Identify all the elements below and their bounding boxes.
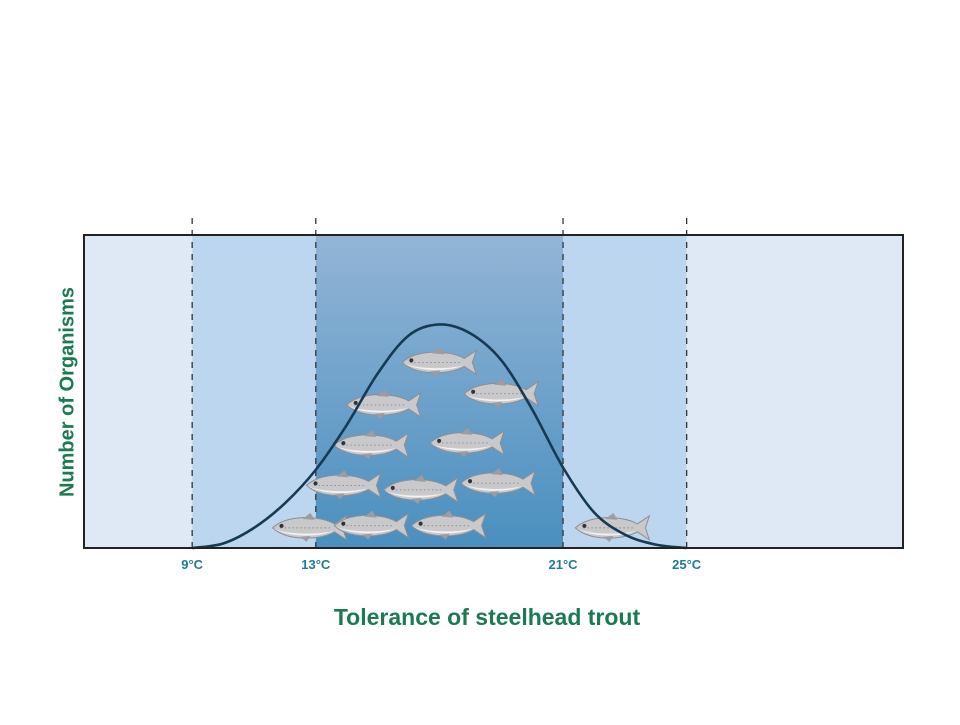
x-tick-label: 21°C bbox=[548, 557, 578, 572]
zone-stress bbox=[563, 235, 687, 548]
x-tick-label: 9°C bbox=[181, 557, 204, 572]
fish-icon bbox=[401, 347, 478, 377]
fish-icon bbox=[333, 430, 410, 460]
distribution-curve bbox=[191, 323, 687, 550]
fish-icon bbox=[429, 427, 506, 457]
x-axis-title: Tolerance of steelhead trout bbox=[333, 604, 641, 630]
fish-icon bbox=[333, 510, 410, 540]
x-tick-label: 13°C bbox=[301, 557, 331, 572]
fish-icon bbox=[460, 468, 536, 498]
y-axis-title: Number of Organisms bbox=[56, 286, 79, 498]
zone-outer bbox=[84, 235, 193, 548]
zone-stress bbox=[192, 235, 316, 548]
fish-icon bbox=[383, 474, 459, 504]
fish-icon bbox=[305, 470, 382, 500]
fish-icon bbox=[271, 512, 348, 542]
zone-outer bbox=[686, 235, 903, 548]
fish-icon bbox=[345, 389, 422, 419]
curve-layer bbox=[191, 323, 687, 550]
fish-school bbox=[271, 347, 651, 542]
x-tick-label: 25°C bbox=[672, 557, 702, 572]
plot-frame bbox=[83, 234, 904, 549]
fish-icon bbox=[410, 510, 487, 540]
